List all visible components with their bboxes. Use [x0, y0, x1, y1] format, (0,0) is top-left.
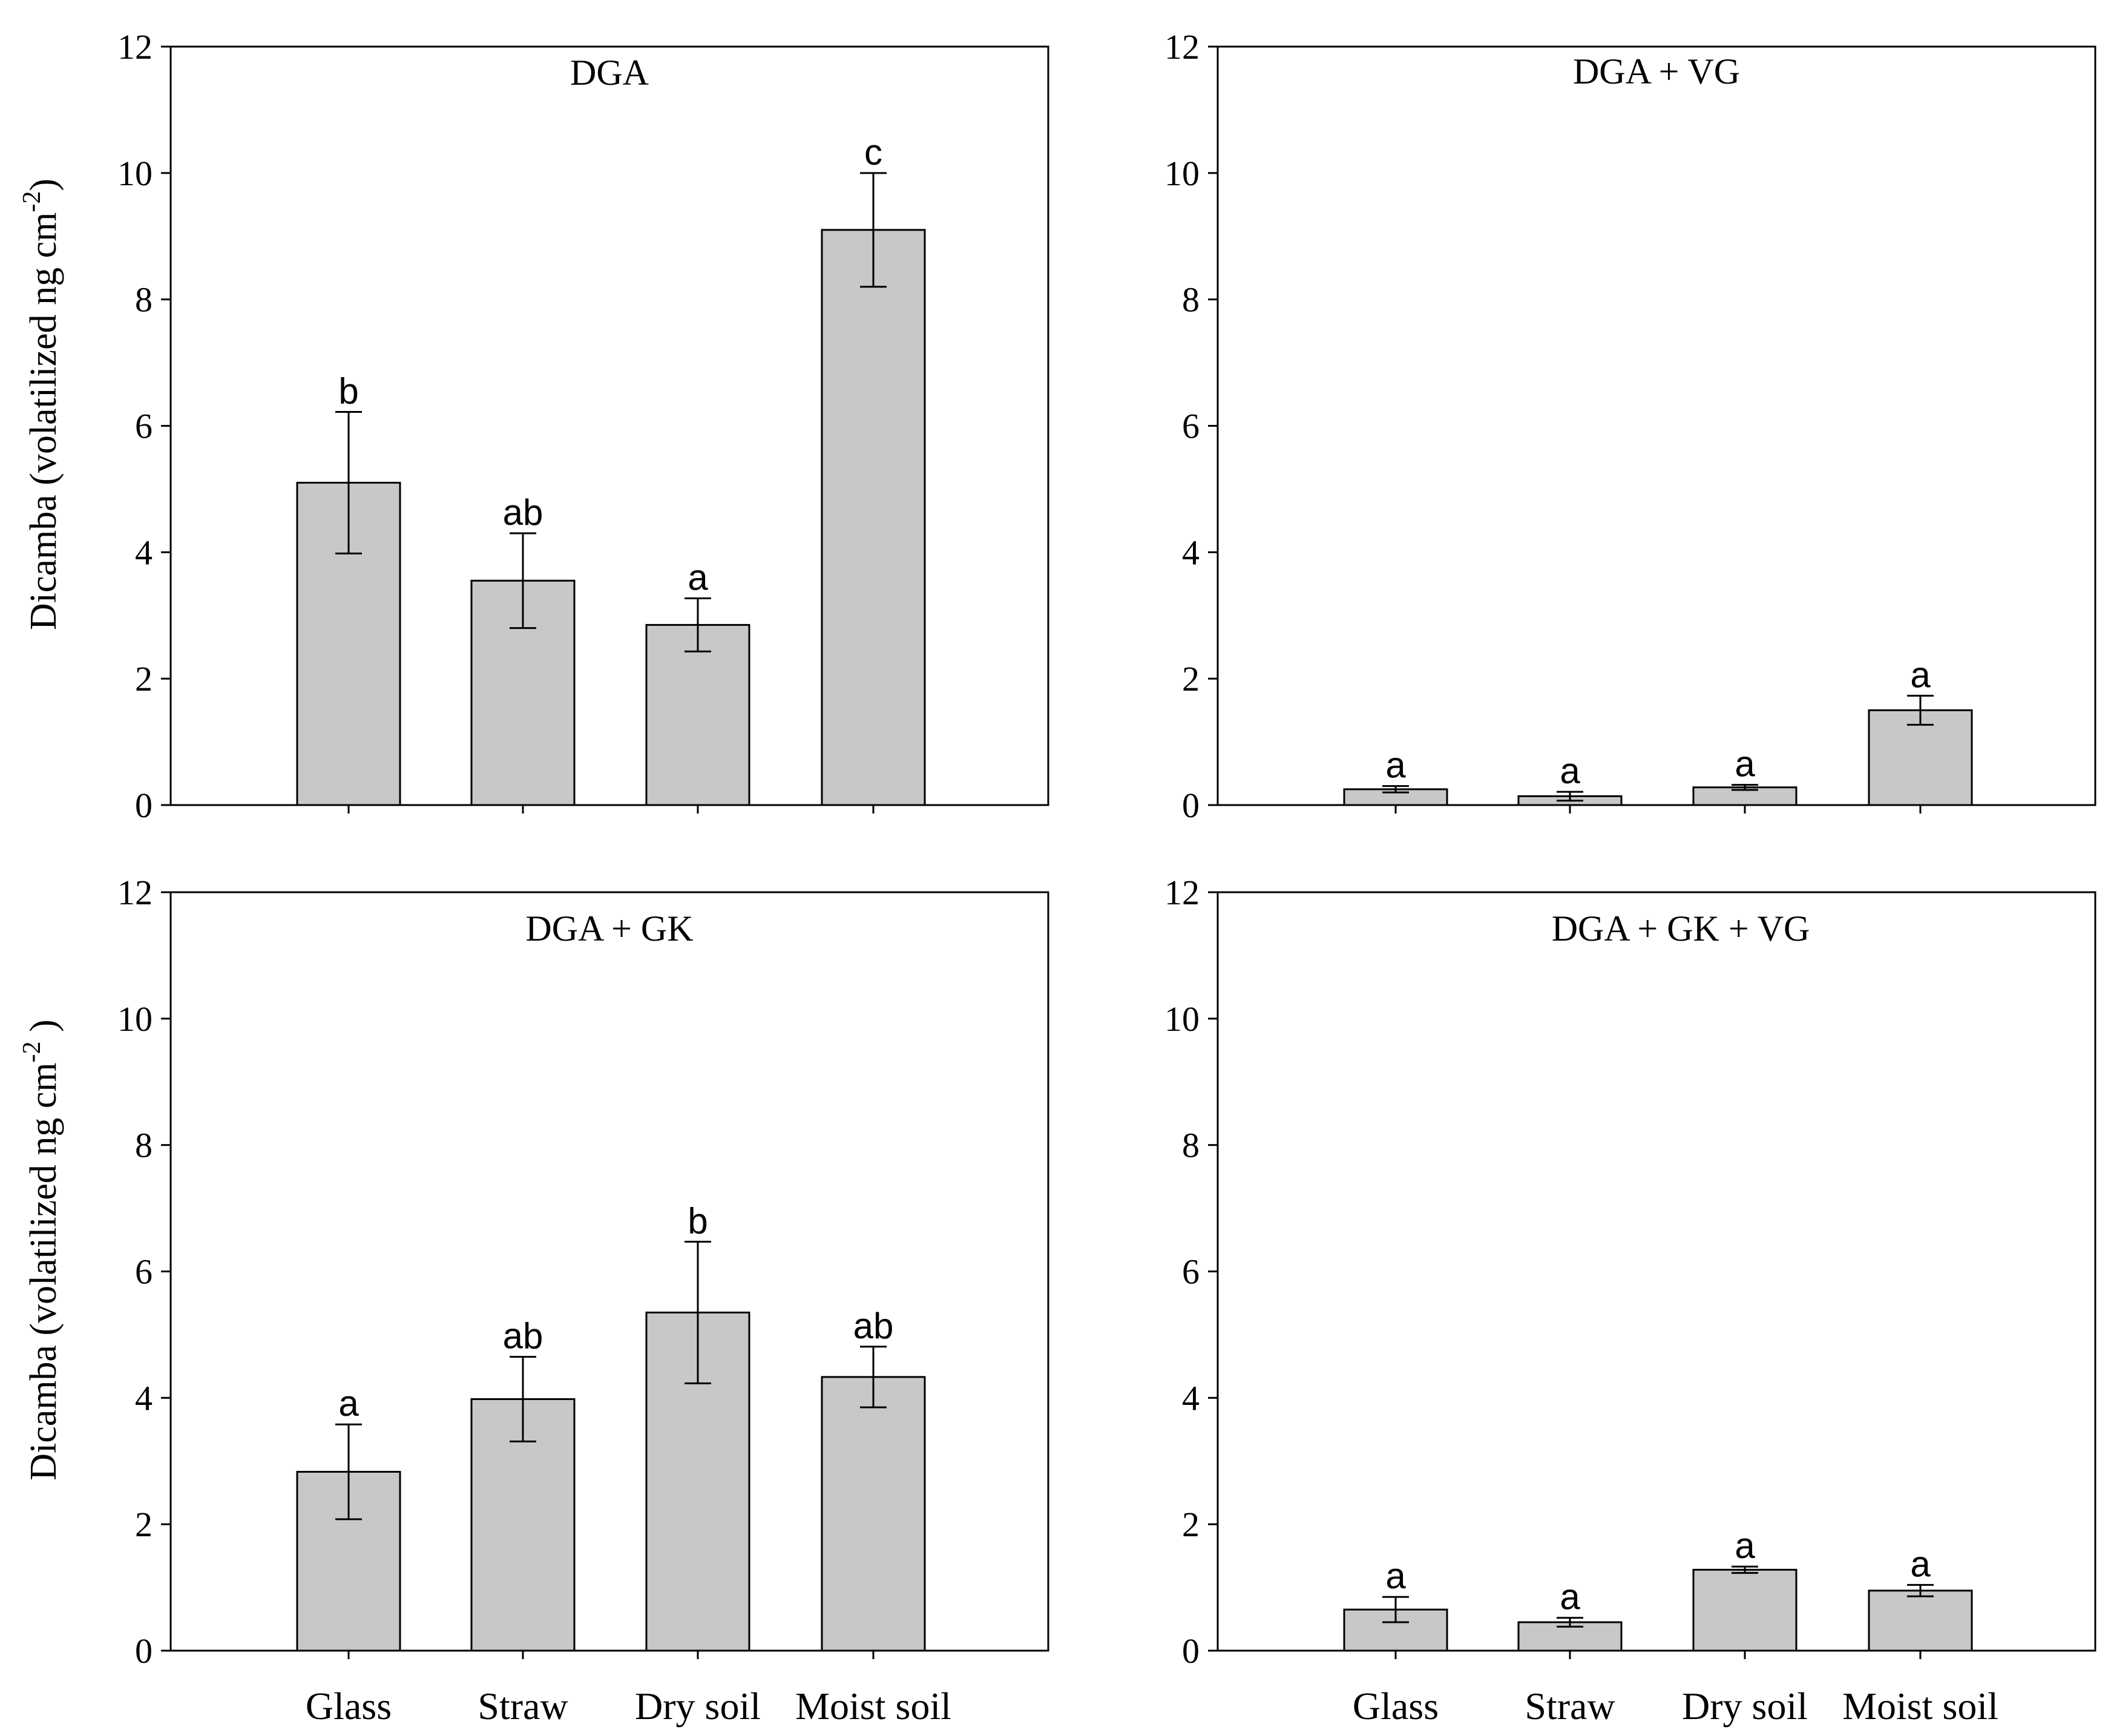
plot-frame — [1216, 45, 2096, 806]
y-tick-label: 0 — [1182, 1631, 1200, 1671]
category-label: Glass — [1353, 1685, 1439, 1728]
bar — [1692, 1568, 1797, 1652]
significance-letter: a — [338, 1383, 359, 1424]
category-label: Dry soil — [1682, 1685, 1808, 1728]
y-tick-label: 0 — [135, 1631, 153, 1671]
y-tick-label: 2 — [135, 1505, 153, 1544]
bar — [1868, 709, 1973, 806]
category-label: Moist soil — [1842, 1685, 1998, 1728]
significance-letter: b — [688, 1200, 707, 1241]
y-tick-label: 2 — [1182, 659, 1200, 699]
y-tick-label: 8 — [1182, 280, 1200, 320]
y-tick-label: 4 — [135, 533, 153, 572]
y-tick-label: 10 — [117, 999, 153, 1039]
significance-letter: a — [1385, 745, 1406, 786]
y-tick-label: 4 — [1182, 1378, 1200, 1418]
y-axis-title-top: Dicamba (volatilized ng cm-2) — [18, 179, 64, 630]
significance-letter: c — [864, 132, 882, 173]
y-tick-label: 0 — [135, 786, 153, 825]
y-tick-label: 2 — [135, 659, 153, 699]
y-tick-label: 2 — [1182, 1505, 1200, 1544]
y-tick-label: 12 — [117, 27, 153, 67]
category-label: Straw — [1525, 1685, 1615, 1728]
significance-letter: a — [1910, 1544, 1931, 1584]
panel-dga: Dicamba (volatilized ng cm-2) 0 2 4 6 8 10 12 D… — [18, 27, 1049, 825]
significance-letter: ab — [503, 492, 543, 533]
significance-letter: ab — [853, 1306, 894, 1346]
y-axis-title-bottom: Dicamba (volatilized ng cm-2 ) — [18, 1019, 64, 1481]
y-tick-label: 6 — [1182, 407, 1200, 446]
panel-dga-gk-vg: 0 2 4 6 8 10 12 DGA + GK + VG a Glass a Straw a Dry s… — [1164, 873, 2096, 1728]
panel-title: DGA + GK — [525, 909, 693, 949]
y-tick-label: 10 — [1164, 154, 1200, 193]
y-tick-label: 8 — [135, 1126, 153, 1165]
category-label: Dry soil — [635, 1685, 761, 1728]
category-label: Glass — [306, 1685, 392, 1728]
plot-frame — [1216, 891, 2096, 1652]
significance-letter: ab — [503, 1315, 543, 1356]
panel-dga-gk: Dicamba (volatilized ng cm-2 ) 0 2 4 6 8 10 12… — [18, 873, 1049, 1728]
significance-letter: a — [1560, 751, 1580, 791]
y-tick-label: 12 — [117, 873, 153, 912]
panel-dga-vg: 0 2 4 6 8 10 12 DGA + VG a a a a — [1164, 27, 2096, 825]
significance-letter: a — [1735, 744, 1755, 784]
y-tick-label: 6 — [135, 407, 153, 446]
y-tick-label: 10 — [117, 154, 153, 193]
significance-letter: a — [1910, 654, 1931, 695]
y-tick-label: 4 — [1182, 533, 1200, 572]
significance-letter: a — [1385, 1556, 1406, 1596]
y-tick-label: 6 — [1182, 1252, 1200, 1292]
y-tick-label: 10 — [1164, 999, 1200, 1039]
y-tick-label: 4 — [135, 1378, 153, 1418]
y-tick-label: 12 — [1164, 27, 1200, 67]
y-tick-label: 8 — [135, 280, 153, 320]
significance-letter: a — [1560, 1577, 1580, 1617]
panel-title: DGA + VG — [1573, 51, 1740, 91]
y-tick-label: 6 — [135, 1252, 153, 1292]
y-tick-label: 0 — [1182, 786, 1200, 825]
bar — [821, 229, 926, 806]
category-label: Straw — [478, 1685, 568, 1728]
significance-letter: a — [1735, 1525, 1755, 1566]
significance-letter: a — [688, 557, 708, 598]
significance-letter: b — [338, 371, 358, 412]
y-tick-label: 8 — [1182, 1126, 1200, 1165]
y-tick-label: 12 — [1164, 873, 1200, 912]
panel-title: DGA — [570, 53, 649, 93]
bar — [1868, 1590, 1973, 1652]
category-label: Moist soil — [795, 1685, 951, 1728]
bar — [821, 1376, 926, 1652]
panel-title: DGA + GK + VG — [1552, 909, 1810, 949]
